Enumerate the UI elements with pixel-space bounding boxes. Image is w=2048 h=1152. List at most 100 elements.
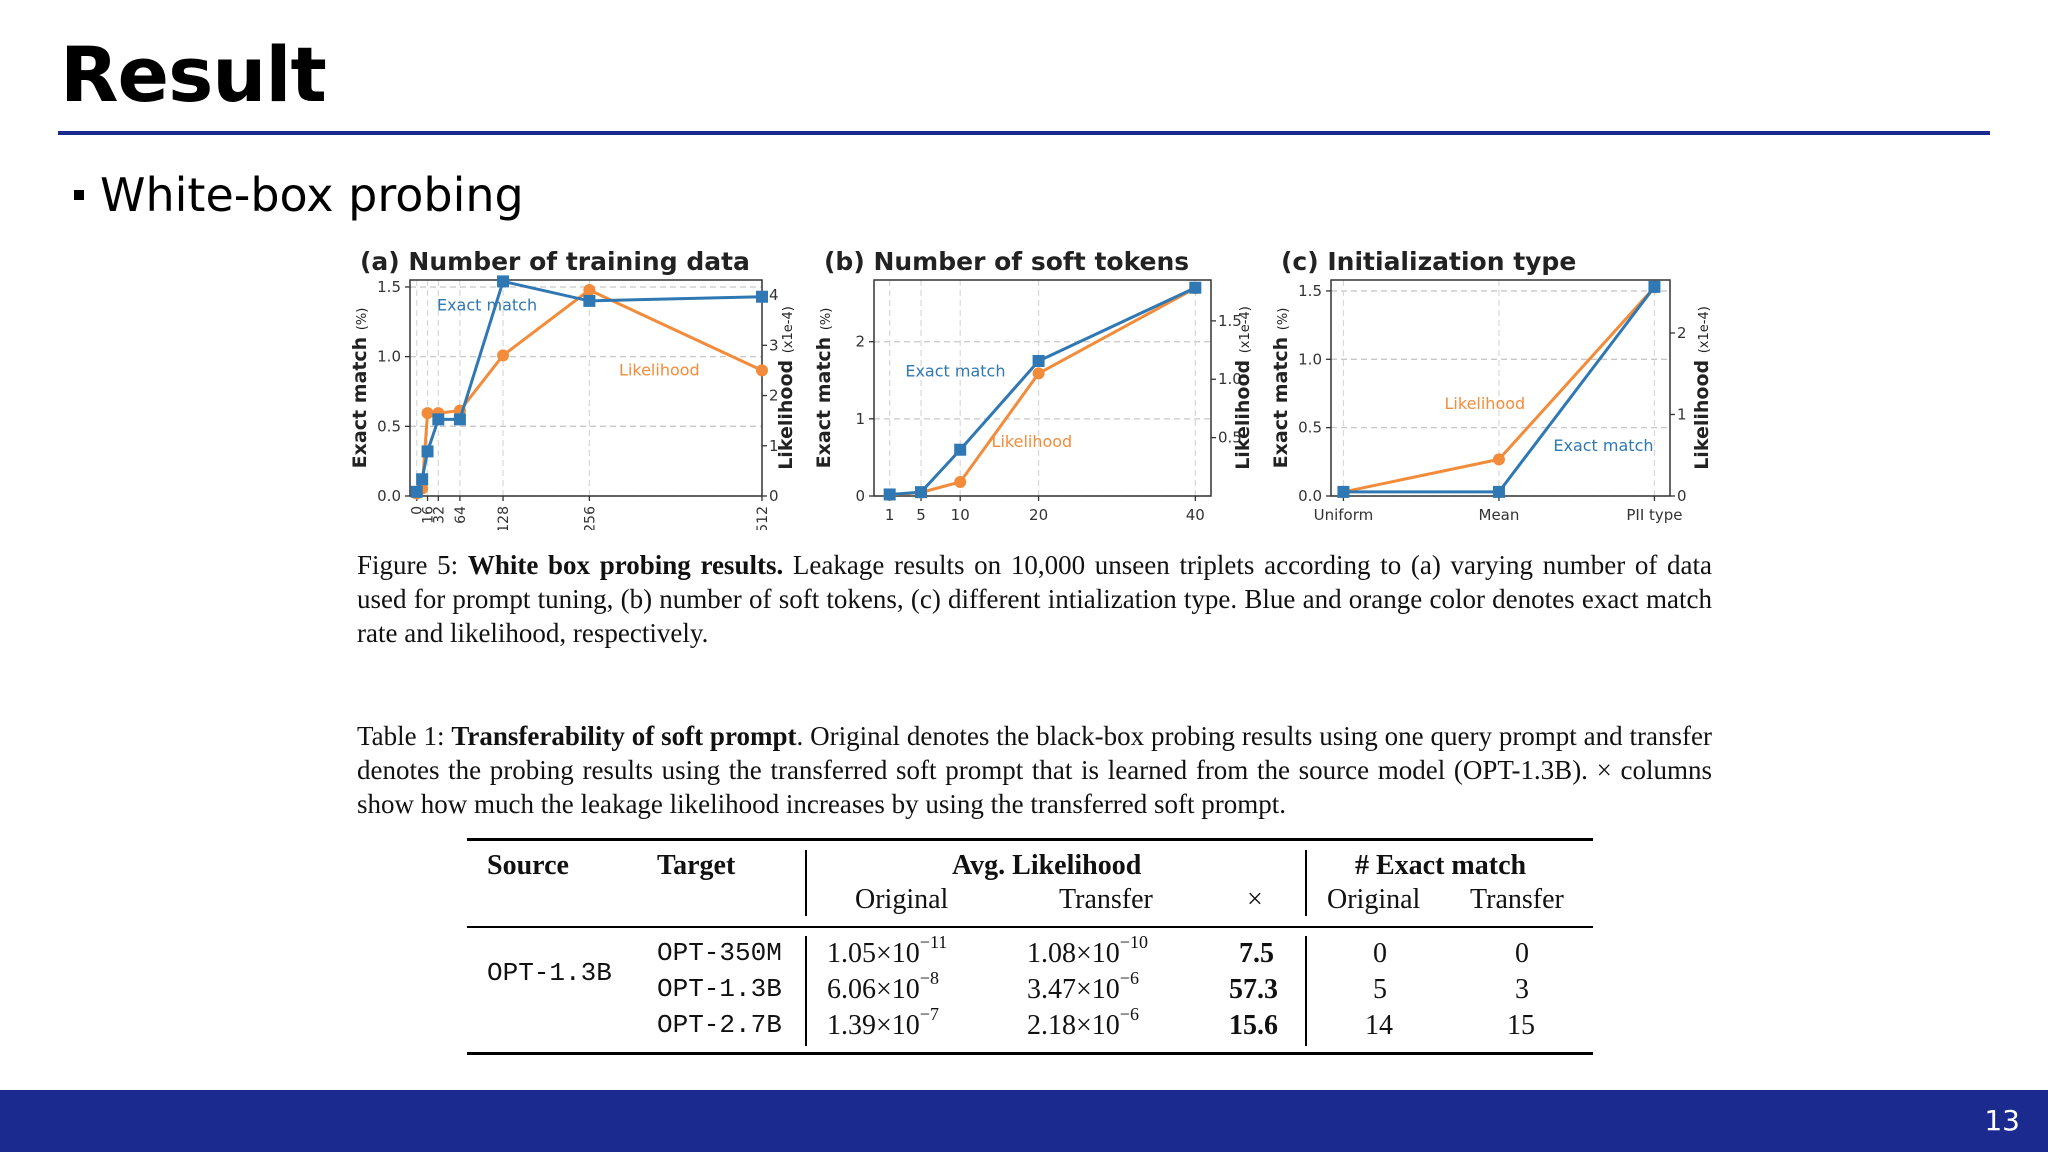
data-point-circle [954,475,967,488]
data-point-circle [583,284,596,297]
x-tick-label: Mean [1479,506,1520,524]
table-row-orig-likelihood: 1.05×10−11 [827,931,948,969]
data-point-square [1337,485,1350,498]
table-row-em-transfer: 15 [1507,1010,1535,1041]
figure-caption-prefix: Figure 5: [357,550,468,580]
y-tick-label: 1 [855,410,865,428]
y-axis-unit: (%) [1276,308,1291,331]
series-line-exact-match [889,286,1196,496]
table-body-divider-1 [805,936,807,1046]
y2-axis-label-text: Likelihood [1232,353,1254,470]
table-row-target: OPT-350M [657,938,782,968]
x-tick-label: 64 [453,506,469,524]
y2-tick-label: 4 [769,286,779,304]
y2-axis-unit: (x1e-4) [1697,306,1712,353]
x-tick-label: 40 [1186,506,1205,524]
series-annotation: Exact match [905,361,1005,380]
table-row-times: 57.3 [1229,974,1278,1005]
y-tick-label: 0.5 [1298,419,1322,437]
table-caption: Table 1: Transferability of soft prompt.… [357,719,1712,821]
table-row-em-original: 0 [1373,938,1387,969]
x-tick-label: 20 [1029,506,1048,524]
y-axis-label-text: Exact match [1270,330,1292,468]
y2-axis-unit: (x1e-4) [781,306,796,353]
y2-tick-label: 3 [769,336,779,354]
table-header-divider-2 [1305,850,1307,916]
y2-tick-label: 0 [1677,487,1687,505]
chart-title: (c) Initialization type [1281,247,1576,276]
table-caption-prefix: Table 1: [357,721,452,751]
data-point-circle [421,407,434,420]
slide-title: Result [60,30,327,119]
data-point-square [756,290,768,303]
y-tick-label: 0.0 [377,487,401,505]
figure-caption: Figure 5: White box probing results. Lea… [357,548,1712,650]
chart-panel-2: (b) Number of soft tokens 0 1 2 0.5 1.0 1.5 1 5 1… [813,247,1254,524]
x-tick-label: 32 [431,506,447,524]
y-tick-label: 0.5 [377,417,401,435]
table-row-times: 15.6 [1229,1010,1278,1041]
x-tick-label: PII type [1626,506,1682,524]
bullet-text: White-box probing [100,168,524,222]
table-mid-rule [467,926,1593,928]
header-avg-likelihood: Avg. Likelihood [952,850,1142,881]
data-point-square [432,413,445,426]
y2-axis-label: Likelihood (x1e-4) [775,306,797,470]
y2-tick-label: 0 [769,487,779,505]
data-point-square [416,473,429,486]
x-tick-label: 5 [916,506,926,524]
x-tick-label: 0 [410,506,426,515]
y-tick-label: 0 [855,487,865,505]
transferability-table: Source Target Avg. Likelihood # Exact ma… [467,838,1593,1056]
y2-axis-label-text: Likelihood [1691,353,1713,470]
y-axis-label: Exact match (%) [813,308,835,469]
table-row-target: OPT-1.3B [657,974,782,1004]
header-times: × [1247,884,1263,915]
y2-tick-label: 1.0 [1218,370,1242,388]
table-row-em-original: 5 [1373,974,1387,1005]
data-point-square [883,488,896,501]
y2-tick-label: 1 [769,437,779,455]
series-annotation: Exact match [437,296,537,315]
header-exact-match: # Exact match [1355,850,1527,881]
footer-bar: 13 [0,1090,2048,1152]
data-point-square [954,443,967,456]
table-row-em-transfer: 3 [1515,974,1529,1005]
figure-caption-bold: White box probing results. [467,550,784,580]
y-axis-label: Exact match (%) [1270,308,1292,469]
table-body-divider-2 [1305,936,1307,1046]
series-annotation: Exact match [1553,436,1653,455]
title-underline [58,131,1990,135]
bullet-white-box-probing: White-box probing [74,168,524,222]
data-point-circle [756,364,768,377]
y-tick-label: 2 [855,333,865,351]
chart-title: (b) Number of soft tokens [824,247,1189,276]
y2-tick-label: 1 [1677,405,1687,423]
table-row-target: OPT-2.7B [657,1010,782,1040]
x-tick-label: 512 [755,506,771,530]
chart-panel-1: (a) Number of training data 0.0 0.5 1.0 1.5 0… [350,247,797,530]
y-axis-label-text: Exact match [350,330,371,468]
header-target: Target [657,850,736,881]
x-tick-label: 10 [951,506,970,524]
header-source: Source [487,850,569,881]
y2-axis-label: Likelihood (x1e-4) [1691,306,1713,470]
y-axis-unit: (%) [819,308,834,331]
x-tick-label: 16 [421,506,437,524]
y2-tick-label: 2 [1677,324,1687,342]
data-point-square [453,413,466,426]
page-number: 13 [1984,1104,2020,1137]
data-point-square [583,294,596,307]
data-point-square [1648,280,1661,293]
x-tick-label: 1 [885,506,895,524]
data-point-square [915,486,928,499]
table-row-transfer-likelihood: 1.08×10−10 [1027,931,1148,969]
figure-5-charts: (a) Number of training data 0.0 0.5 1.0 1.5 0… [350,247,1713,530]
y2-axis-label-text: Likelihood [775,353,797,470]
y-tick-label: 1.5 [1298,282,1322,300]
series-annotation: Likelihood [619,360,700,379]
chart-panel-3: (c) Initialization type 0.0 0.5 1.0 1.5 0 1 2 Un… [1270,247,1713,524]
y-tick-label: 1.0 [377,348,401,366]
table-caption-text: . Original denotes the black-box probing… [357,721,1712,819]
data-point-circle [497,349,510,362]
